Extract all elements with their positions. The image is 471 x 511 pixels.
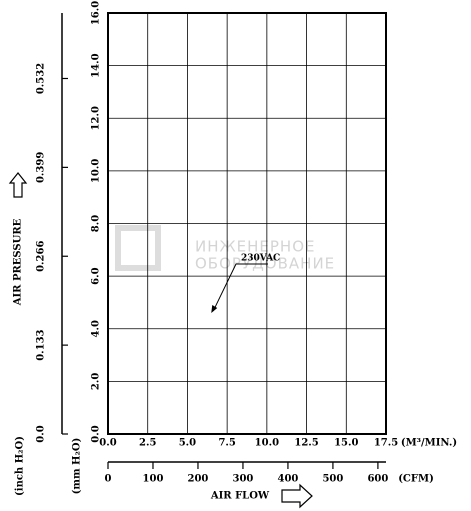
x-tick-label: 0.0 bbox=[99, 438, 116, 449]
y-tick-label: 6.0 bbox=[91, 267, 102, 284]
y2-tick-label: 0.0 bbox=[36, 425, 47, 442]
x2-tick-label: 600 bbox=[367, 474, 388, 485]
y-unit: (mm H₂O) bbox=[72, 438, 83, 495]
y-tick-label: 12.0 bbox=[91, 106, 102, 130]
y-tick-label: 14.0 bbox=[91, 53, 102, 77]
watermark-logo bbox=[115, 225, 161, 271]
x-tick-label: 15.0 bbox=[334, 438, 358, 449]
y-tick-label: 4.0 bbox=[91, 320, 102, 337]
y-tick-label: 10.0 bbox=[91, 159, 102, 183]
x2-tick-label: 400 bbox=[277, 474, 298, 485]
x2-unit: (CFM) bbox=[398, 474, 434, 485]
y-tick-label: 2.0 bbox=[91, 373, 102, 390]
y2-tick-label: 0.399 bbox=[36, 152, 47, 183]
right-arrow bbox=[281, 483, 313, 509]
x-axis-label: AIR FLOW bbox=[210, 491, 270, 502]
y2-tick-label: 0.133 bbox=[36, 329, 47, 360]
x-tick-label: 5.0 bbox=[179, 438, 196, 449]
y2-tick-label: 0.532 bbox=[36, 63, 47, 94]
x-tick-label: 7.5 bbox=[218, 438, 235, 449]
x-tick-label: 10.0 bbox=[255, 438, 279, 449]
x-unit: (M³/MIN.) bbox=[401, 438, 457, 449]
x-tick-label: 12.5 bbox=[294, 438, 318, 449]
y-tick-label: 8.0 bbox=[91, 215, 102, 232]
x2-tick-label: 0 bbox=[105, 474, 112, 485]
y2-tick-label: 0.266 bbox=[36, 241, 47, 272]
label-pointer bbox=[212, 263, 237, 312]
x2-tick-label: 200 bbox=[188, 474, 209, 485]
x2-tick-label: 100 bbox=[143, 474, 164, 485]
y-axis-label: AIR PRESSURE bbox=[13, 218, 24, 306]
x-tick-label: 2.5 bbox=[139, 438, 156, 449]
label-arrowhead bbox=[211, 304, 218, 313]
series-label: 230VAC bbox=[241, 254, 280, 264]
x2-tick-label: 500 bbox=[322, 474, 343, 485]
watermark: ИНЖЕНЕРНОЕ bbox=[195, 238, 316, 256]
plot-frame bbox=[107, 12, 387, 435]
x-tick-label: 17.5 bbox=[374, 438, 398, 449]
y2-unit: (inch H₂O) bbox=[15, 436, 26, 496]
up-arrow bbox=[8, 172, 28, 198]
x2-tick-label: 300 bbox=[233, 474, 254, 485]
y-tick-label: 16.0 bbox=[91, 1, 102, 25]
y-tick-label: 0.0 bbox=[91, 425, 102, 442]
